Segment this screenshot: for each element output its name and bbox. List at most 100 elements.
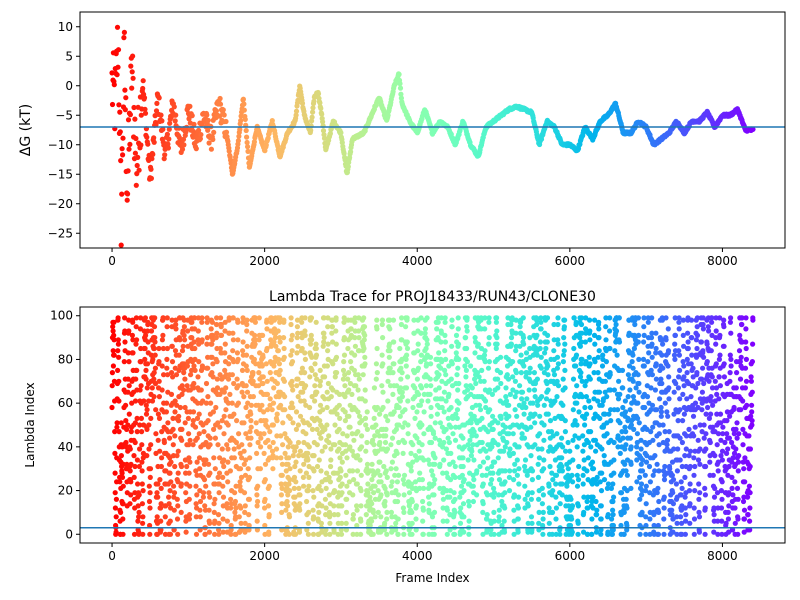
bottom-point bbox=[324, 404, 330, 411]
bottom-point bbox=[288, 321, 294, 328]
bottom-point bbox=[312, 383, 318, 389]
bottom-point bbox=[459, 472, 465, 478]
bottom-point bbox=[356, 335, 362, 341]
bottom-point bbox=[279, 527, 285, 533]
bottom-point bbox=[311, 494, 317, 500]
bottom-point bbox=[465, 457, 471, 463]
bottom-point bbox=[631, 426, 637, 432]
bottom-point bbox=[215, 442, 221, 448]
bottom-point bbox=[513, 343, 519, 349]
bottom-point bbox=[220, 474, 226, 480]
bottom-point bbox=[598, 488, 605, 494]
bottom-point bbox=[591, 332, 598, 338]
bottom-point bbox=[574, 444, 580, 450]
bottom-point bbox=[630, 365, 636, 371]
bottom-point bbox=[363, 422, 369, 428]
bottom-point bbox=[187, 459, 193, 465]
bottom-point bbox=[519, 431, 525, 437]
bottom-point bbox=[222, 328, 228, 334]
top-point bbox=[265, 135, 271, 141]
bottom-point bbox=[641, 339, 647, 345]
bottom-point bbox=[579, 394, 586, 400]
top-point bbox=[241, 107, 247, 113]
bottom-point bbox=[490, 413, 496, 419]
bottom-point bbox=[521, 341, 527, 347]
bottom-point bbox=[336, 446, 342, 452]
bottom-point bbox=[179, 383, 185, 389]
bottom-point bbox=[151, 394, 157, 400]
top-point bbox=[220, 107, 226, 113]
bottom-point bbox=[506, 413, 512, 419]
bottom-point bbox=[294, 317, 301, 323]
bottom-point bbox=[455, 365, 461, 371]
bottom-point bbox=[321, 330, 327, 336]
bottom-point bbox=[623, 496, 629, 502]
bottom-point bbox=[526, 370, 533, 376]
bottom-point bbox=[454, 372, 460, 378]
bottom-point bbox=[346, 413, 352, 419]
top-point bbox=[119, 146, 125, 152]
bottom-point bbox=[285, 492, 291, 498]
bottom-point bbox=[340, 376, 346, 382]
bottom-point bbox=[494, 328, 500, 334]
bottom-point bbox=[482, 315, 488, 321]
bottom-point bbox=[688, 394, 694, 400]
bottom-point bbox=[357, 413, 363, 419]
bottom-point bbox=[309, 337, 315, 343]
top-point bbox=[133, 182, 139, 188]
bottom-point bbox=[380, 361, 386, 367]
bottom-point bbox=[388, 466, 394, 472]
bottom-point bbox=[229, 400, 235, 406]
bottom-point bbox=[320, 407, 326, 413]
top-point bbox=[237, 126, 243, 133]
bottom-point bbox=[696, 509, 702, 515]
bottom-point bbox=[239, 389, 245, 395]
bottom-point bbox=[160, 315, 166, 321]
bottom-point bbox=[648, 407, 654, 413]
bottom-point bbox=[515, 516, 521, 522]
bottom-point bbox=[551, 321, 557, 328]
bottom-point bbox=[521, 411, 527, 417]
bottom-point bbox=[388, 442, 394, 448]
top-point bbox=[397, 85, 404, 91]
bottom-point bbox=[189, 335, 195, 341]
bottom-point bbox=[701, 380, 707, 387]
bottom-point bbox=[395, 531, 401, 537]
bottom-point bbox=[186, 516, 192, 522]
bottom-point bbox=[213, 335, 219, 341]
bottom-point bbox=[681, 383, 687, 389]
bottom-point bbox=[358, 518, 364, 524]
bottom-point bbox=[440, 505, 446, 511]
bottom-point bbox=[369, 501, 375, 507]
bottom-point bbox=[256, 370, 262, 376]
bottom-point bbox=[376, 433, 382, 439]
bottom-point bbox=[161, 439, 167, 446]
bottom-point bbox=[437, 485, 443, 491]
bottom-point bbox=[481, 378, 487, 384]
bottom-point bbox=[302, 328, 308, 334]
bottom-point bbox=[501, 448, 507, 454]
bottom-point bbox=[196, 455, 203, 461]
bottom-point bbox=[289, 359, 296, 365]
bottom-point bbox=[687, 463, 693, 470]
bottom-point bbox=[610, 527, 616, 533]
bottom-point bbox=[323, 527, 329, 533]
bottom-point bbox=[297, 501, 303, 507]
bottom-point bbox=[177, 404, 183, 411]
bottom-point bbox=[540, 492, 547, 498]
bottom-point bbox=[448, 450, 454, 456]
bottom-point bbox=[319, 529, 325, 535]
bottom-point bbox=[238, 474, 245, 480]
bottom-point bbox=[561, 348, 567, 354]
bottom-point bbox=[581, 494, 587, 500]
top-point bbox=[149, 156, 155, 162]
bottom-point bbox=[431, 531, 437, 537]
bottom-point bbox=[653, 330, 659, 336]
top-point bbox=[206, 140, 212, 146]
bottom-point bbox=[288, 337, 294, 343]
bottom-point bbox=[291, 485, 297, 491]
bottom-point bbox=[477, 463, 483, 470]
bottom-point bbox=[419, 398, 425, 404]
bottom-point bbox=[490, 470, 496, 476]
bottom-point bbox=[226, 315, 232, 321]
